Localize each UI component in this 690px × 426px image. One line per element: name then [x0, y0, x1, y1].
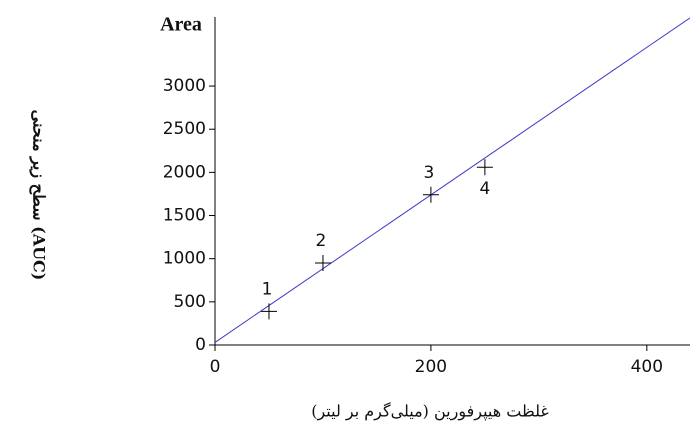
point-label: 4: [479, 179, 490, 199]
point: [422, 186, 439, 203]
fit-line: [214, 17, 690, 343]
x-tick-label: 0: [210, 357, 221, 377]
y-axis-title: Area: [160, 14, 202, 36]
y-tick-label: 2000: [163, 162, 206, 182]
y-tick-label: 500: [174, 292, 206, 312]
x-tick-label: 400: [631, 357, 663, 377]
y-tick-label: 2500: [163, 119, 206, 139]
point-label: 3: [423, 163, 434, 183]
x-label: غلظت هیپرفورین (میلی‌گرم بر لیتر): [311, 402, 549, 421]
y-tick-label: 1000: [163, 249, 206, 269]
y-tick-label: 3000: [163, 76, 206, 96]
point-label: 2: [316, 231, 327, 251]
y-tick-label: 0: [195, 335, 206, 355]
point-label: 1: [262, 279, 273, 299]
y-label: سطح زیر منحنی (AUC): [29, 110, 49, 281]
y-tick-label: 1500: [163, 206, 206, 226]
point: [476, 159, 493, 176]
x-tick-label: 200: [415, 357, 447, 377]
point: [314, 255, 331, 271]
point: [260, 303, 277, 320]
